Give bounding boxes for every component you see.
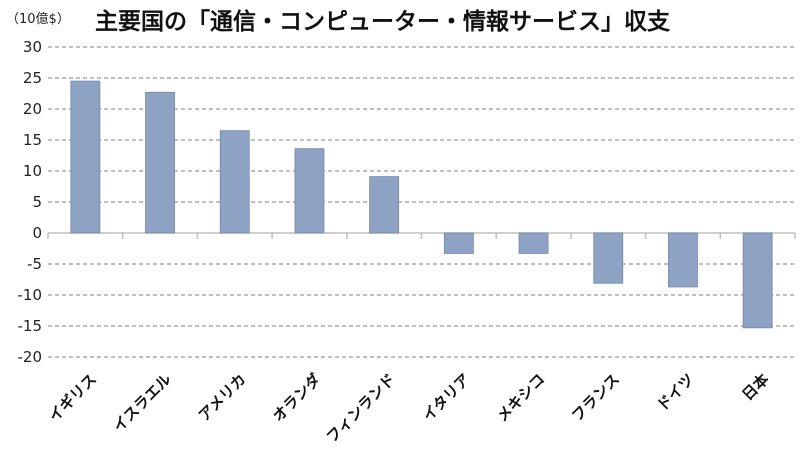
category-label: イタリア bbox=[419, 370, 474, 425]
y-tick-label: 25 bbox=[23, 69, 42, 87]
y-tick-label: 30 bbox=[23, 38, 42, 56]
category-label: ドイツ bbox=[653, 370, 698, 415]
category-label: メキシコ bbox=[493, 370, 548, 425]
category-label: イスラエル bbox=[109, 370, 174, 435]
category-label: アメリカ bbox=[195, 370, 250, 425]
y-tick-label: -10 bbox=[18, 286, 43, 304]
category-label: イギリス bbox=[45, 370, 100, 425]
category-label: フィンランド bbox=[323, 370, 399, 446]
y-tick-label: 15 bbox=[23, 131, 42, 149]
bar-10 bbox=[742, 232, 773, 329]
bar-8 bbox=[593, 232, 624, 284]
y-tick-label: 5 bbox=[32, 193, 42, 211]
category-label: フランス bbox=[568, 370, 623, 425]
y-tick-label: 10 bbox=[23, 162, 42, 180]
y-tick-label: 0 bbox=[32, 224, 42, 242]
unit-label: （10億$） bbox=[6, 12, 70, 27]
chart-title: 主要国の「通信・コンピューター・情報サービス」収支 bbox=[95, 9, 670, 35]
category-label: オランダ bbox=[269, 370, 324, 425]
bar-4 bbox=[294, 148, 325, 234]
y-tick-label: -15 bbox=[18, 317, 43, 335]
bar-6 bbox=[443, 232, 474, 254]
bar-9 bbox=[668, 232, 698, 288]
bar-5 bbox=[369, 176, 400, 234]
bar-2 bbox=[145, 91, 175, 234]
bar-7 bbox=[518, 232, 549, 254]
y-tick-label: -5 bbox=[27, 255, 42, 273]
y-tick-label: 20 bbox=[23, 100, 42, 118]
y-tick-label: -20 bbox=[18, 348, 43, 366]
bar-1 bbox=[70, 80, 101, 234]
category-label: 日本 bbox=[739, 370, 773, 404]
bar-3 bbox=[219, 130, 250, 234]
